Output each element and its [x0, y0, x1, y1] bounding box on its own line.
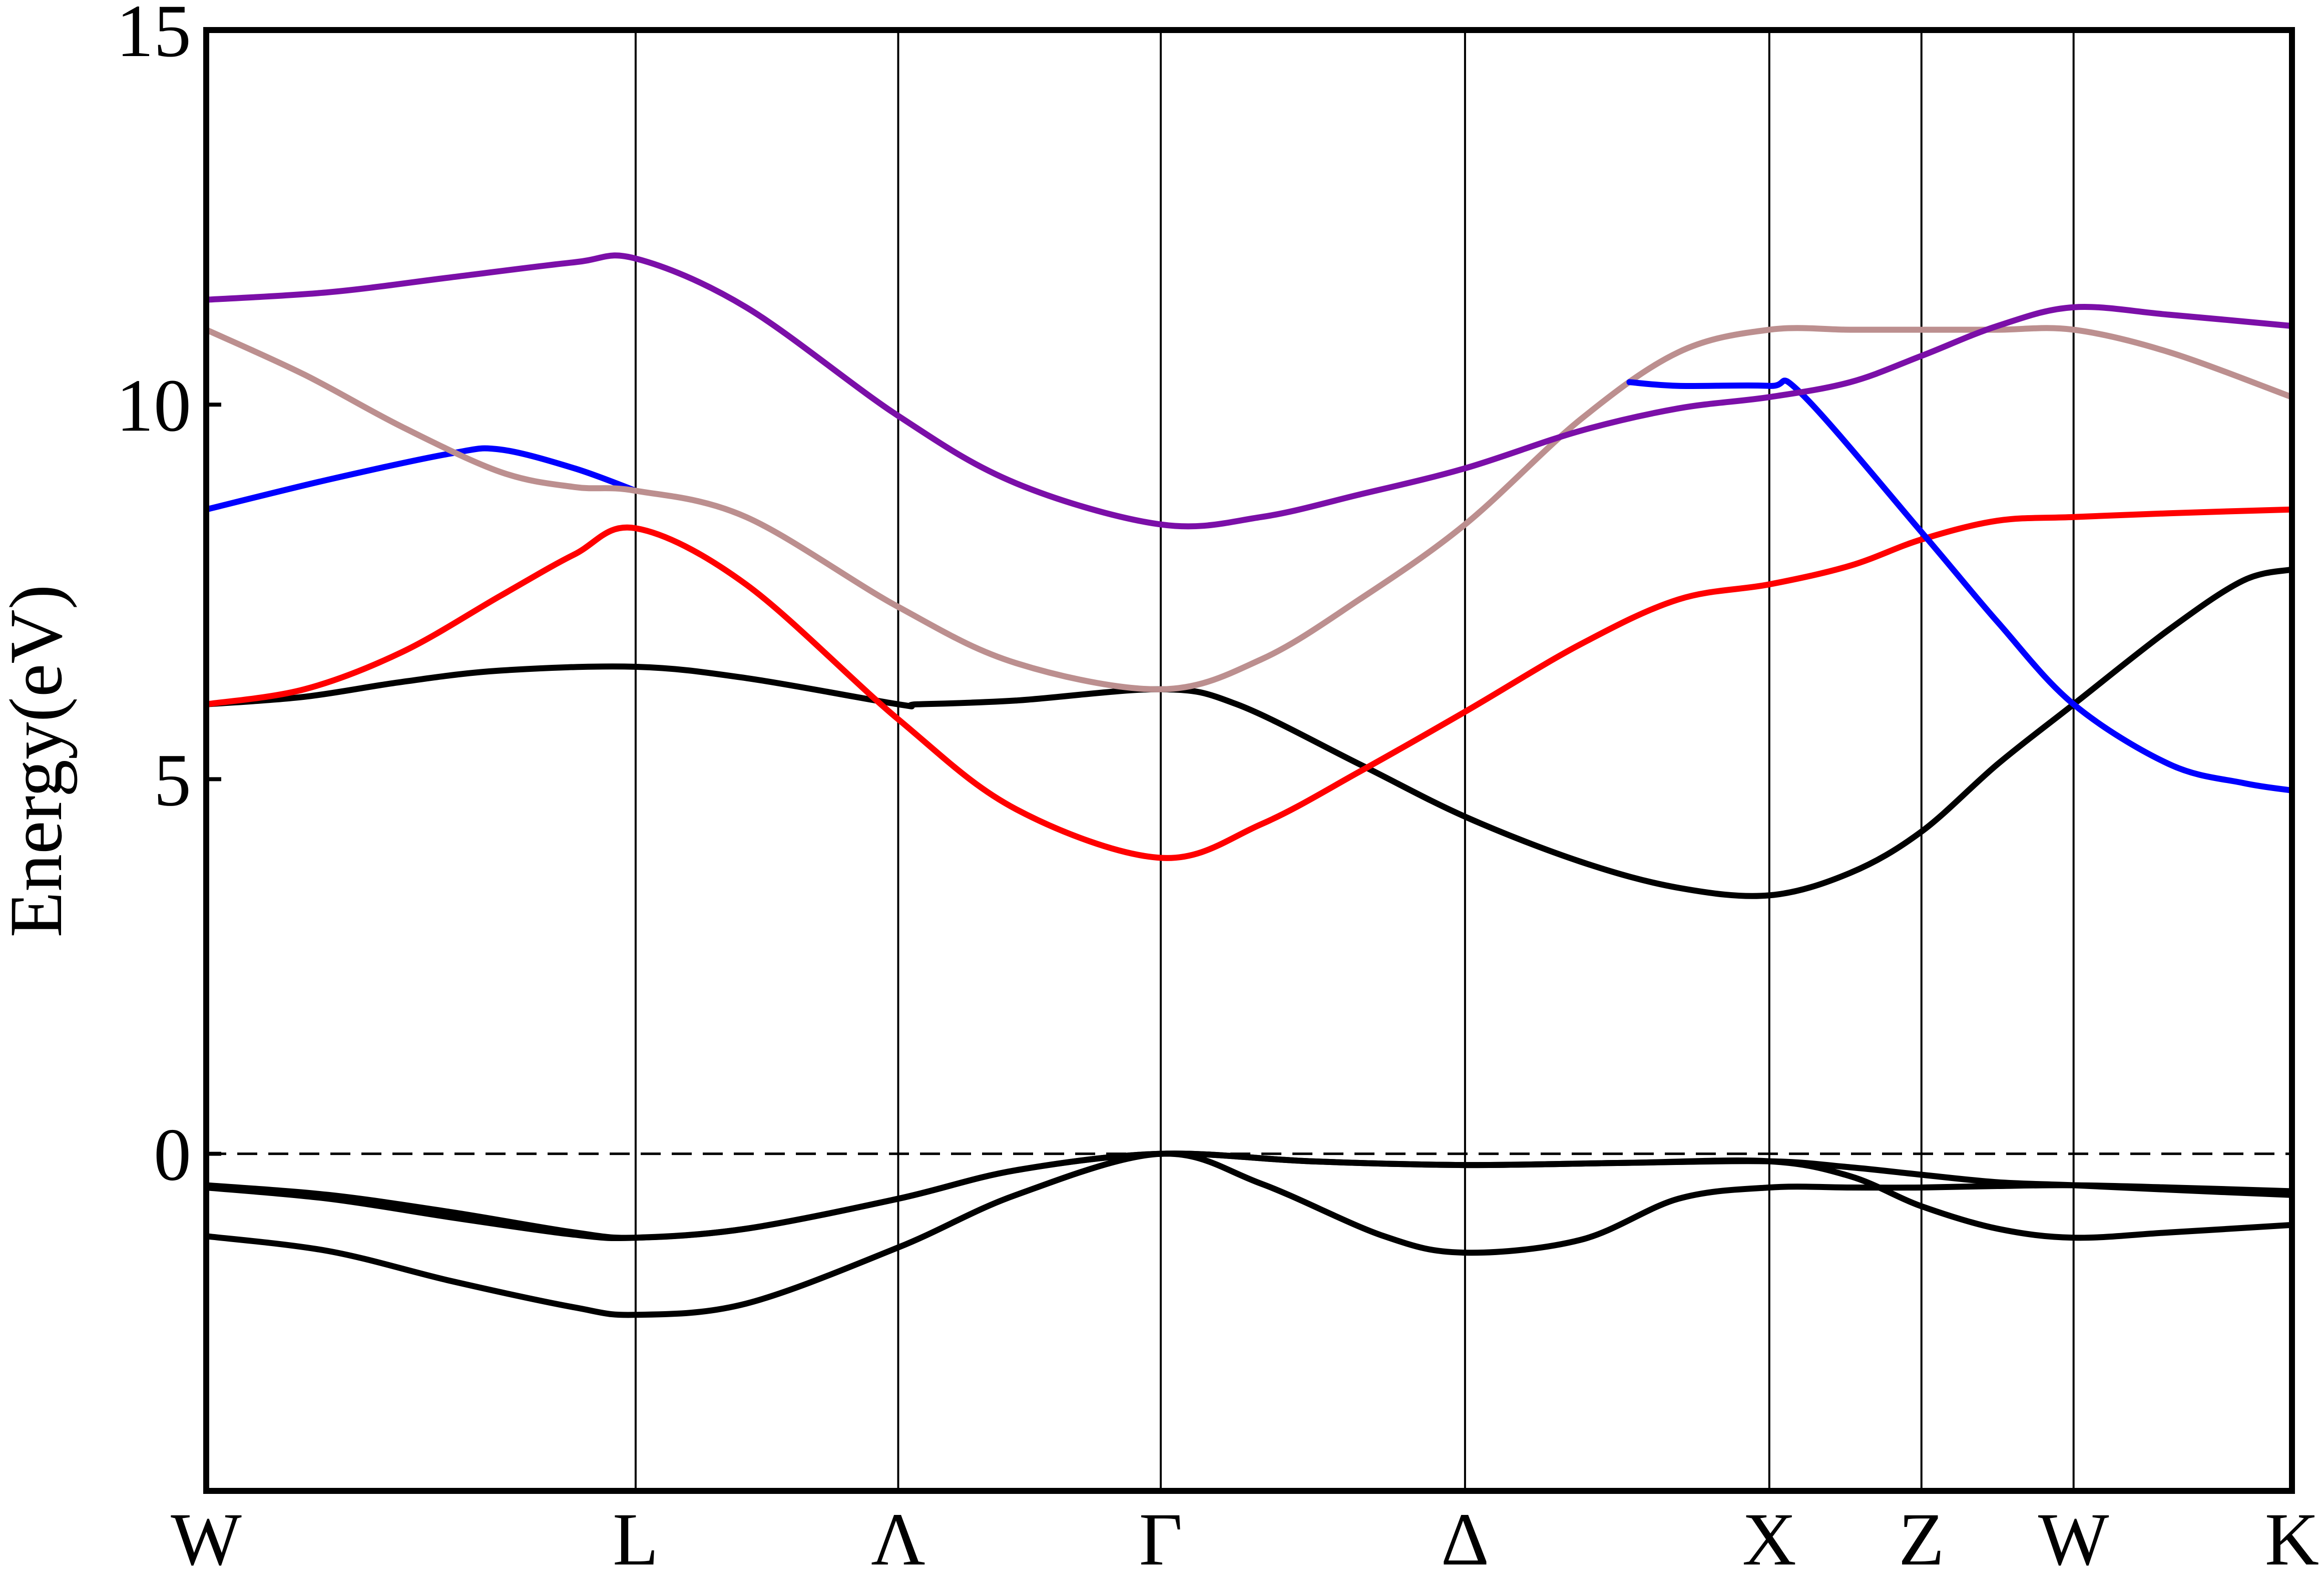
- y-axis-label: Energy(eV): [0, 584, 78, 937]
- x-tick-label-4: Δ: [1441, 1498, 1489, 1573]
- y-tick-label-15: 15: [116, 0, 191, 73]
- series-valence-1: [203, 1150, 2295, 1318]
- x-tick-label-2: Λ: [871, 1498, 925, 1573]
- x-tick-label-8: K: [2265, 1498, 2319, 1573]
- y-tick-label-0: 0: [154, 1113, 191, 1197]
- y-tick-label-10: 10: [116, 364, 191, 447]
- x-tick-label-0: W: [171, 1498, 242, 1573]
- series-conduction-4: [203, 325, 2295, 692]
- x-tick-label-5: X: [1742, 1498, 1796, 1573]
- band-series: [203, 252, 2295, 1318]
- x-tick-label-6: Z: [1899, 1498, 1945, 1573]
- series-conduction-2: [203, 506, 2295, 861]
- x-tick-label-7: W: [2038, 1498, 2109, 1573]
- series-conduction-1: [203, 566, 2295, 899]
- x-tick-label-1: L: [613, 1498, 659, 1573]
- series-conduction-6: [203, 252, 2295, 530]
- plot-frame: [203, 27, 2295, 1494]
- series-conduction-5: [1626, 377, 2295, 794]
- y-axis-ticks: 0 5 10 15: [116, 0, 221, 1197]
- y-tick-label-5: 5: [154, 738, 191, 822]
- series-valence-3: [203, 1150, 2295, 1241]
- x-tick-label-3: Γ: [1139, 1498, 1183, 1573]
- series-conduction-3: [203, 445, 639, 513]
- kpoint-gridlines: [634, 30, 2075, 1491]
